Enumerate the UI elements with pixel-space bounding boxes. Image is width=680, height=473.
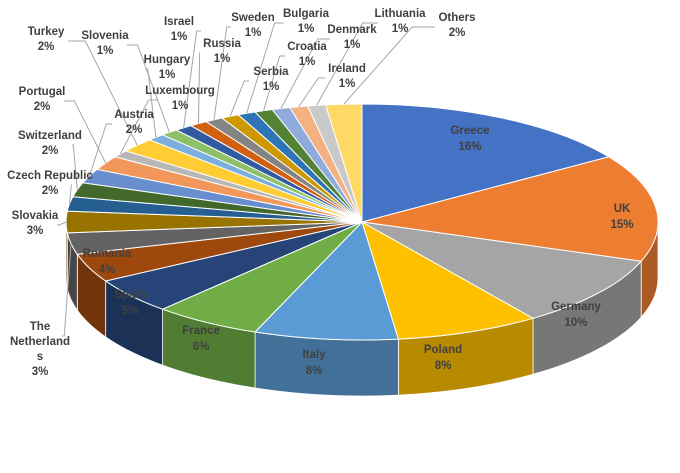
label-italy: Italy	[302, 349, 326, 361]
value-france: 6%	[193, 341, 210, 353]
label-germany: Germany	[551, 301, 601, 313]
value-luxembourg: 1%	[172, 100, 189, 112]
label-the-netherlands-1: Netherland	[10, 336, 70, 348]
label-uk: UK	[614, 203, 631, 215]
leader-slovakia	[57, 221, 67, 226]
slice-labels: Greece 16% UK 15% Germany 10% Poland 8% Italy 8% F…	[7, 8, 633, 378]
label-poland: Poland	[424, 344, 462, 356]
slice-poland	[361, 220, 535, 340]
label-spain: Spain	[114, 289, 145, 301]
leader-croatia	[263, 55, 285, 111]
label-denmark: Denmark	[327, 24, 377, 36]
value-others: 2%	[449, 27, 466, 39]
value-ireland: 1%	[339, 78, 356, 90]
label-slovakia: Slovakia	[12, 210, 59, 222]
label-luxembourg: Luxembourg	[145, 85, 215, 97]
label-croatia: Croatia	[287, 41, 327, 53]
value-denmark: 1%	[344, 39, 361, 51]
label-portugal: Portugal	[19, 86, 66, 98]
label-israel: Israel	[164, 16, 194, 28]
value-czech-republic: 2%	[42, 185, 59, 197]
label-the-netherlands-0: The	[30, 321, 50, 333]
value-russia: 1%	[214, 53, 231, 65]
leader-russia	[198, 52, 201, 124]
leader-portugal	[64, 100, 107, 164]
pie-sides	[65, 221, 659, 397]
label-austria: Austria	[114, 109, 154, 121]
slice-italy	[254, 221, 400, 341]
leader-serbia	[229, 80, 249, 117]
leader-luxembourg	[119, 99, 158, 155]
leader-turkey	[68, 40, 138, 146]
label-france: France	[182, 325, 220, 337]
value-uk: 15%	[610, 219, 633, 231]
value-italy: 8%	[306, 365, 323, 377]
leader-denmark	[280, 38, 330, 109]
label-hungary: Hungary	[144, 54, 191, 66]
value-romania: 4%	[99, 264, 116, 276]
value-sweden: 1%	[245, 27, 262, 39]
leader-others	[343, 26, 435, 105]
value-greece: 16%	[458, 141, 481, 153]
leader-bulgaria	[246, 22, 284, 114]
label-ireland: Ireland	[328, 63, 366, 75]
label-serbia: Serbia	[253, 66, 289, 78]
value-germany: 10%	[564, 317, 587, 329]
leader-lines	[57, 22, 435, 337]
leader-slovenia	[127, 44, 170, 133]
value-switzerland: 2%	[42, 145, 59, 157]
value-croatia: 1%	[299, 56, 316, 68]
leader-lithuania	[316, 22, 378, 106]
label-others: Others	[438, 12, 475, 24]
leader-switzerland	[72, 144, 78, 190]
slice-germany	[361, 221, 643, 319]
label-russia: Russia	[203, 38, 241, 50]
pie-slices	[65, 103, 659, 341]
value-spain: 5%	[122, 305, 139, 317]
label-switzerland: Switzerland	[18, 130, 82, 142]
leader-israel	[183, 30, 201, 128]
leader-the-netherlands	[62, 243, 72, 337]
value-poland: 8%	[435, 360, 452, 372]
label-bulgaria: Bulgaria	[283, 8, 330, 20]
label-slovenia: Slovenia	[81, 30, 129, 42]
slice-uk	[361, 156, 659, 262]
label-czech-republic: Czech Republic	[7, 170, 93, 182]
slice-greece	[361, 103, 611, 223]
label-lithuania: Lithuania	[374, 8, 426, 20]
label-the-netherlands-2: s	[37, 351, 43, 363]
leader-austria	[88, 123, 112, 177]
value-slovenia: 1%	[97, 45, 114, 57]
label-greece: Greece	[450, 125, 489, 137]
value-israel: 1%	[171, 31, 188, 43]
value-slovakia: 3%	[27, 225, 44, 237]
value-lithuania: 1%	[392, 23, 409, 35]
leader-czech-republic	[69, 184, 72, 204]
value-portugal: 2%	[34, 101, 51, 113]
label-sweden: Sweden	[231, 12, 274, 24]
leader-sweden	[213, 26, 231, 120]
value-turkey: 2%	[38, 41, 55, 53]
value-serbia: 1%	[263, 81, 280, 93]
label-turkey: Turkey	[28, 26, 65, 38]
slice-side-italy	[254, 331, 399, 397]
value-hungary: 1%	[159, 69, 176, 81]
leader-ireland	[298, 77, 325, 108]
value-the-netherlands: 3%	[32, 366, 49, 378]
value-austria: 2%	[126, 124, 143, 136]
value-bulgaria: 1%	[298, 23, 315, 35]
label-romania: Romania	[83, 248, 132, 260]
